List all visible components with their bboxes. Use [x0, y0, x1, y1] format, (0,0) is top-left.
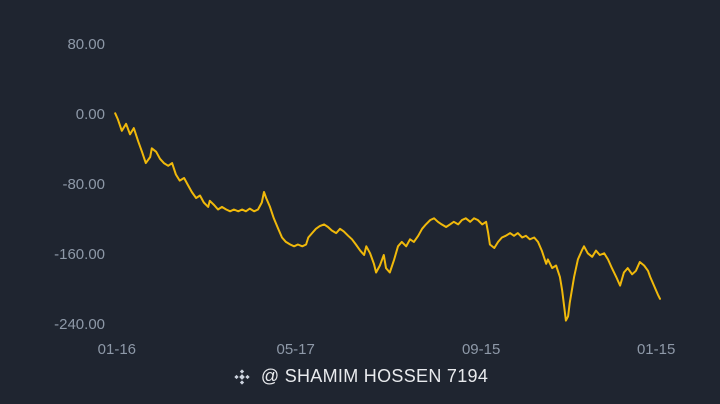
- y-tick-label: 0.00: [75, 106, 105, 123]
- pnl-line-svg: [114, 112, 661, 322]
- y-tick-label: 80.00: [67, 36, 105, 53]
- watermark: @ SHAMIM HOSSEN 7194: [0, 366, 720, 387]
- x-tick-label: 05-17: [276, 341, 315, 358]
- y-tick-label: -80.00: [62, 176, 105, 193]
- pnl-line: [114, 112, 661, 322]
- y-tick-label: -240.00: [54, 316, 105, 333]
- x-tick-label: 09-15: [461, 341, 501, 358]
- binance-logo-icon: [232, 367, 252, 387]
- x-tick-label: 01-15: [636, 341, 676, 358]
- watermark-text: @ SHAMIM HOSSEN 7194: [260, 366, 489, 386]
- y-tick-label: -160.00: [54, 246, 105, 263]
- x-tick-label: 01-16: [97, 341, 137, 358]
